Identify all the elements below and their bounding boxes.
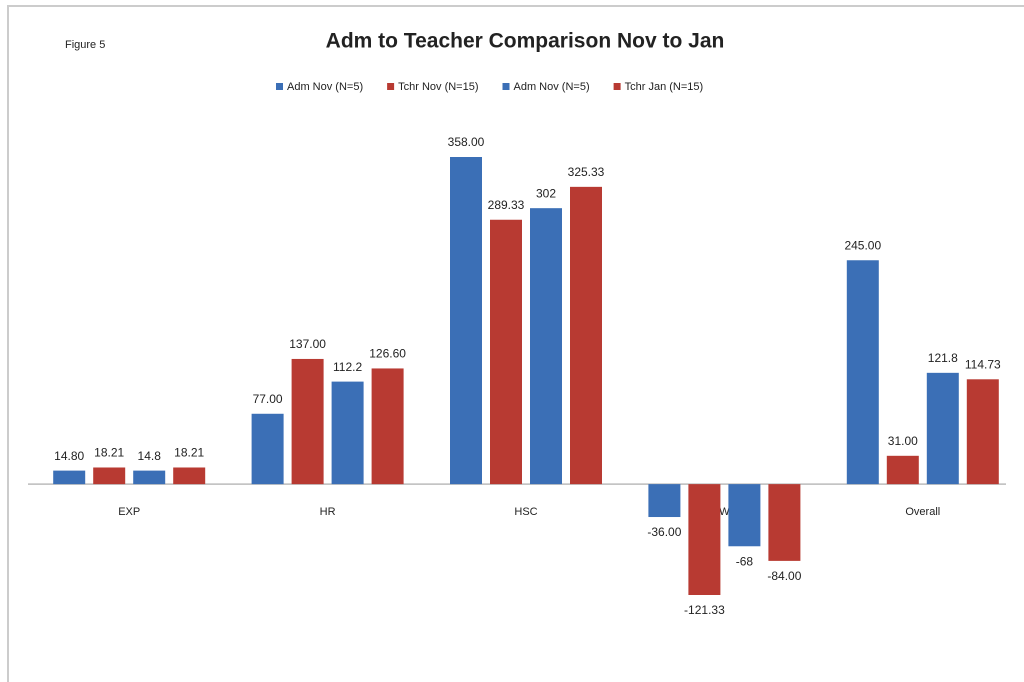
data-label: 137.00: [289, 337, 326, 351]
x-tick-label: Overall: [905, 506, 940, 518]
legend-label: Adm Nov (N=5): [287, 81, 363, 93]
bar: [371, 368, 404, 485]
chart-frame: [7, 5, 1024, 682]
legend-label: Tchr Jan (N=15): [625, 81, 704, 93]
bar: [966, 379, 999, 485]
data-label: 112.2: [333, 360, 362, 374]
bar: [728, 484, 761, 547]
bar: [648, 484, 681, 518]
data-label: 14.8: [138, 449, 162, 463]
bar: [768, 484, 801, 561]
legend-swatch: [387, 83, 395, 90]
legend-swatch: [502, 83, 510, 90]
data-label: 18.21: [174, 446, 204, 460]
data-label: -68: [736, 554, 754, 568]
data-label: -36.00: [647, 525, 681, 539]
legend-label: Adm Nov (N=5): [514, 81, 590, 93]
data-label: 77.00: [253, 392, 283, 406]
bar: [688, 484, 721, 595]
bar: [490, 219, 522, 485]
data-label: 14.80: [54, 449, 84, 463]
data-label: -84.00: [767, 569, 801, 583]
legend-swatch: [613, 83, 621, 90]
x-tick-label: EXP: [118, 506, 140, 518]
legend-label: Tchr Nov (N=15): [398, 81, 478, 93]
bar: [133, 470, 166, 485]
x-tick-label: HSC: [514, 506, 537, 518]
bar: [173, 467, 206, 485]
data-label: 121.8: [928, 351, 958, 365]
figure-label: Figure 5: [65, 39, 105, 51]
bar: [93, 467, 126, 485]
bar: [886, 455, 919, 485]
data-label: 302: [536, 186, 556, 200]
data-label: 126.60: [369, 347, 406, 361]
x-tick-label: HR: [320, 506, 336, 518]
data-label: 18.21: [94, 446, 124, 460]
data-label: 114.73: [965, 357, 1001, 371]
data-label: 358.00: [448, 135, 485, 149]
chart-title: Adm to Teacher Comparison Nov to Jan: [326, 30, 725, 53]
data-label: -121.33: [684, 603, 725, 617]
bar: [570, 186, 602, 485]
data-label: 31.00: [888, 434, 918, 448]
bar: [450, 157, 482, 485]
bar: [251, 413, 284, 485]
bar: [331, 381, 364, 485]
legend-swatch: [276, 83, 283, 90]
data-label: 325.33: [568, 165, 605, 179]
data-label: 245.00: [844, 238, 881, 252]
bar: [530, 208, 562, 485]
bar: [291, 358, 324, 485]
bar: [926, 372, 959, 485]
bar: [53, 470, 86, 485]
bar: [846, 260, 879, 485]
data-label: 289.33: [488, 198, 525, 212]
